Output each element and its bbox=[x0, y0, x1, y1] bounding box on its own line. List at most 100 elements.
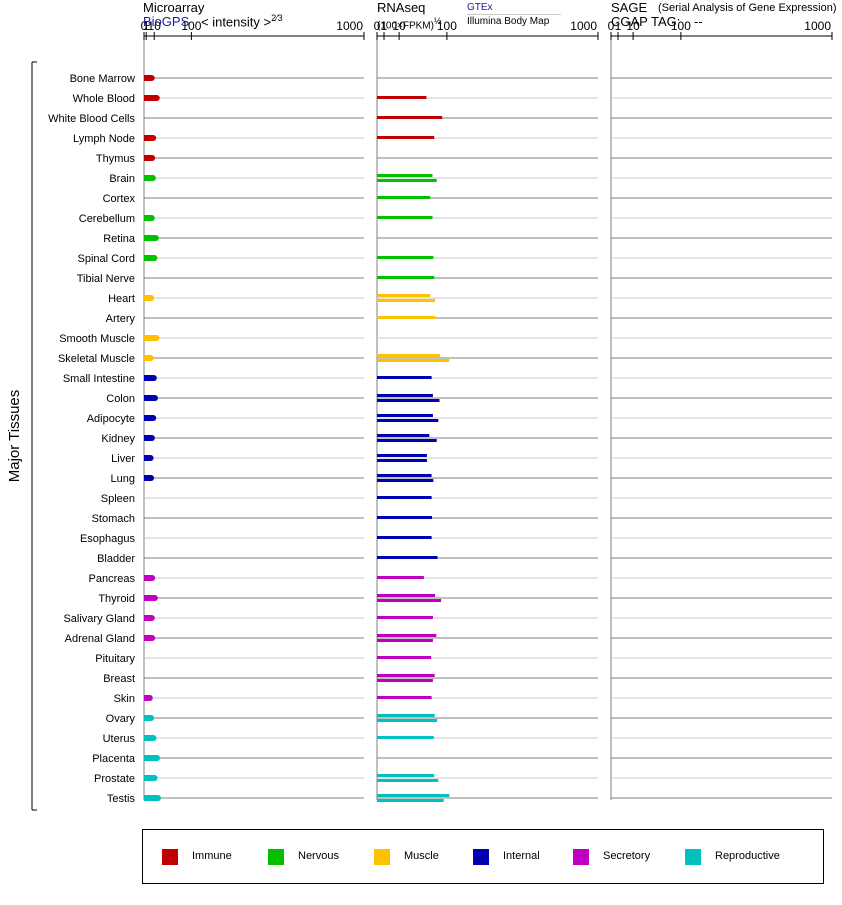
tissue-label: Cortex bbox=[103, 193, 136, 205]
microarray-tick-label: 0 bbox=[141, 19, 148, 33]
microarray-bar-cap bbox=[146, 695, 153, 701]
sage-tick-label: 0 bbox=[608, 19, 615, 33]
microarray-bar-cap bbox=[152, 395, 159, 401]
microarray-bar-cap bbox=[150, 735, 157, 741]
sage-tag-label: CGAP TAG: bbox=[611, 14, 681, 29]
tissue-label: Ovary bbox=[106, 713, 136, 725]
microarray-title: Microarray bbox=[143, 0, 205, 15]
sage-tag-value: -- bbox=[694, 14, 703, 29]
illumina-bar bbox=[377, 679, 433, 682]
microarray-bar bbox=[144, 75, 152, 81]
microarray-bar bbox=[144, 475, 152, 481]
microarray-tick-label: 10 bbox=[148, 19, 162, 33]
gtex-bar bbox=[377, 594, 436, 597]
legend-label-nervous: Nervous bbox=[298, 850, 339, 862]
illumina-bar bbox=[377, 719, 438, 722]
tissue-label: Lung bbox=[111, 473, 135, 485]
microarray-bar-cap bbox=[154, 755, 161, 761]
microarray-bar-cap bbox=[153, 335, 160, 341]
gtex-bar bbox=[377, 174, 433, 177]
microarray-bar bbox=[144, 255, 155, 261]
legend-label-internal: Internal bbox=[503, 850, 540, 862]
gtex-bar bbox=[377, 294, 431, 297]
rnaseq-tick-label: 0 bbox=[374, 19, 381, 33]
rnaseq-unit: (100×FPKM)½ bbox=[377, 16, 441, 31]
tissue-label: Lymph Node bbox=[73, 133, 135, 145]
gtex-bar bbox=[377, 414, 433, 417]
legend: Immune Nervous Muscle Internal Secretory… bbox=[142, 829, 824, 884]
rnaseq-unit-exponent: ½ bbox=[433, 16, 442, 26]
microarray-bar bbox=[144, 775, 155, 781]
gtex-bar bbox=[377, 774, 435, 777]
tissue-label: Breast bbox=[103, 673, 135, 685]
microarray-bar-cap bbox=[149, 635, 156, 641]
legend-swatch-muscle bbox=[374, 849, 390, 865]
rnaseq-title: RNAseq bbox=[377, 0, 426, 15]
microarray-bar bbox=[144, 715, 152, 721]
illumina-bar bbox=[377, 299, 436, 302]
sage-tick-label: 100 bbox=[671, 19, 691, 33]
tissue-label: Smooth Muscle bbox=[59, 333, 135, 345]
rnaseq-tick-label: 1 bbox=[381, 19, 388, 33]
microarray-bar bbox=[144, 175, 153, 181]
microarray-bar bbox=[144, 615, 152, 621]
legend-swatch-immune bbox=[162, 849, 178, 865]
tissue-label: Spinal Cord bbox=[78, 253, 135, 265]
microarray-bar bbox=[144, 375, 154, 381]
microarray-bar bbox=[144, 735, 154, 741]
tissue-label: White Blood Cells bbox=[48, 113, 135, 125]
sage-tick-label: 1000 bbox=[804, 19, 831, 33]
gtex-bar bbox=[377, 616, 433, 619]
tissue-label: Thyroid bbox=[98, 593, 135, 605]
illumina-source-label: Illumina Body Map bbox=[467, 16, 550, 27]
gtex-bar bbox=[377, 634, 437, 637]
microarray-bar-cap bbox=[150, 135, 157, 141]
microarray-source: BioGPS bbox=[143, 14, 190, 29]
microarray-tick-label: 1 bbox=[143, 19, 150, 33]
microarray-bar bbox=[144, 755, 158, 761]
gtex-bar bbox=[377, 434, 430, 437]
gtex-bar bbox=[377, 674, 435, 677]
tissue-label: Retina bbox=[103, 233, 136, 245]
gtex-bar bbox=[377, 216, 433, 219]
microarray-bar bbox=[144, 395, 156, 401]
illumina-bar bbox=[377, 799, 444, 802]
rnaseq-unit-text: (100×FPKM) bbox=[377, 20, 434, 32]
tissue-label: Adrenal Gland bbox=[65, 633, 135, 645]
microarray-bar-cap bbox=[148, 435, 155, 441]
microarray-bar-cap bbox=[154, 795, 161, 801]
microarray-bar-cap bbox=[148, 295, 155, 301]
microarray-bar bbox=[144, 595, 155, 601]
tissue-label: Skeletal Muscle bbox=[58, 353, 135, 365]
microarray-bar-cap bbox=[148, 715, 155, 721]
microarray-bar-cap bbox=[151, 255, 158, 261]
microarray-bar-cap bbox=[148, 615, 155, 621]
legend-label-reproductive: Reproductive bbox=[715, 850, 780, 862]
tissue-label: Thymus bbox=[96, 153, 136, 165]
group-label: Major Tissues bbox=[6, 390, 23, 483]
microarray-scale-text: < intensity > bbox=[201, 14, 272, 30]
illumina-bar bbox=[377, 136, 435, 139]
gtex-bar bbox=[377, 736, 434, 739]
microarray-bar bbox=[144, 95, 157, 101]
tissue-label: Uterus bbox=[103, 733, 136, 745]
sage-title: SAGE bbox=[611, 0, 648, 15]
microarray-bar-cap bbox=[147, 355, 154, 361]
tissue-label: Esophagus bbox=[80, 533, 136, 545]
microarray-bar-cap bbox=[148, 215, 155, 221]
tissue-label: Bladder bbox=[97, 553, 135, 565]
microarray-bar-cap bbox=[150, 415, 157, 421]
illumina-bar bbox=[377, 479, 434, 482]
tissue-label: Kidney bbox=[101, 433, 135, 445]
gtex-bar bbox=[377, 496, 432, 499]
microarray-bar-cap bbox=[149, 575, 156, 581]
microarray-bar bbox=[144, 215, 152, 221]
legend-swatch-nervous bbox=[268, 849, 284, 865]
tissue-label: Pancreas bbox=[89, 573, 136, 585]
gtex-bar bbox=[377, 196, 431, 199]
microarray-bar-cap bbox=[148, 475, 155, 481]
microarray-tick-label: 1000 bbox=[336, 19, 363, 33]
gtex-bar bbox=[377, 576, 424, 579]
gtex-bar bbox=[377, 474, 432, 477]
